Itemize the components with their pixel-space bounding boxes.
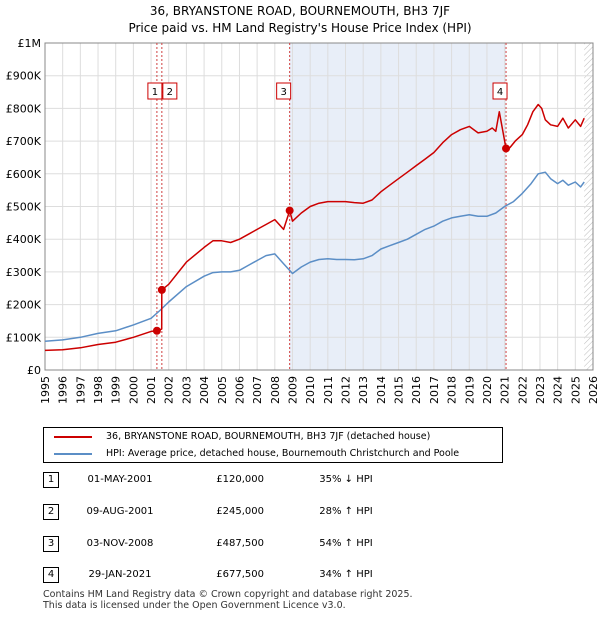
x-tick-label: 2007	[251, 376, 264, 404]
sale-point	[157, 285, 166, 294]
table-row: 2 09-AUG-2001 £245,000 28% ↑ HPI	[0, 502, 600, 522]
hpi-line	[44, 171, 585, 342]
transaction-date: 03-NOV-2008	[86, 538, 154, 549]
transaction-date: 29-JAN-2021	[88, 569, 152, 580]
sale-label-number: 4	[497, 87, 503, 98]
sale-label-number: 2	[167, 87, 173, 98]
x-tick-label: 1997	[74, 376, 87, 404]
x-tick-label: 2002	[163, 376, 176, 404]
x-tick-label: 2015	[393, 376, 406, 404]
property-line	[44, 103, 585, 352]
x-tick-label: 2025	[569, 376, 582, 404]
x-tick-label: 2018	[446, 376, 459, 404]
x-tick-label: 2005	[216, 376, 229, 404]
x-tick-label: 2020	[481, 376, 494, 404]
transaction-price: £677,500	[216, 569, 264, 580]
transaction-number: 4	[43, 567, 59, 583]
table-row: 4 29-JAN-2021 £677,500 34% ↑ HPI	[0, 565, 600, 585]
sale-label-frame	[492, 82, 508, 100]
table-row: 1 01-MAY-2001 £120,000 35% ↓ HPI	[0, 470, 600, 490]
x-tick-label: 2006	[233, 376, 246, 404]
legend-label-hpi: HPI: Average price, detached house, Bour…	[106, 448, 460, 459]
x-tick-label: 2021	[499, 376, 512, 404]
y-tick-label: £200K	[6, 299, 42, 312]
y-tick-label: £400K	[6, 233, 42, 246]
legend: 36, BRYANSTONE ROAD, BOURNEMOUTH, BH3 7J…	[43, 427, 503, 463]
chart-subtitle: Price paid vs. HM Land Registry's House …	[128, 21, 472, 35]
transaction-price: £245,000	[216, 506, 264, 517]
x-tick-label: 2014	[375, 376, 388, 404]
y-tick-label: £800K	[6, 102, 42, 115]
x-tick-label: 2022	[516, 376, 529, 404]
transaction-price: £120,000	[216, 474, 264, 485]
x-tick-label: 2001	[145, 376, 158, 404]
footer-licence: This data is licensed under the Open Gov…	[43, 600, 346, 611]
x-tick-label: 2016	[410, 376, 423, 404]
footer-copyright: Contains HM Land Registry data © Crown c…	[43, 589, 413, 600]
sale-label-box: 3	[276, 82, 292, 100]
sale-label-box: 1	[147, 82, 163, 100]
sale-label-box: 4	[492, 82, 508, 100]
x-tick-label: 2008	[269, 376, 282, 404]
x-tick-label: 2026	[587, 376, 600, 404]
y-tick-label: £700K	[6, 135, 42, 148]
sale-label-frame	[276, 82, 292, 100]
legend-item-property: 36, BRYANSTONE ROAD, BOURNEMOUTH, BH3 7J…	[54, 429, 430, 445]
x-tick-label: 1995	[39, 376, 52, 404]
sale-label-number: 1	[152, 87, 158, 98]
legend-swatch-hpi	[54, 452, 92, 455]
y-tick-label: £0	[27, 364, 41, 377]
x-tick-label: 2009	[286, 376, 299, 404]
transaction-hpi: 28% ↑ HPI	[319, 506, 373, 517]
x-tick-label: 1999	[110, 376, 123, 404]
y-tick-label: £100K	[6, 331, 42, 344]
x-tick-label: 2003	[180, 376, 193, 404]
transaction-hpi: 54% ↑ HPI	[319, 538, 373, 549]
x-tick-label: 2013	[357, 376, 370, 404]
y-tick-label: £1M	[18, 37, 42, 50]
x-tick-label: 2004	[198, 376, 211, 404]
x-tick-label: 2000	[127, 376, 140, 404]
y-tick-label: £900K	[6, 70, 42, 83]
transaction-hpi: 35% ↓ HPI	[319, 474, 373, 485]
x-tick-label: 2024	[552, 376, 565, 404]
chart-title: 36, BRYANSTONE ROAD, BOURNEMOUTH, BH3 7J…	[149, 4, 451, 18]
sale-label-box: 2	[162, 82, 178, 100]
price-chart: £0 £100K £200K £300K £400K £500K £600K £700K £80…	[6, 37, 600, 404]
sale-point	[152, 326, 161, 335]
x-tick-label: 1998	[92, 376, 105, 404]
transaction-number: 1	[43, 472, 59, 488]
legend-item-hpi: HPI: Average price, detached house, Bour…	[54, 446, 459, 462]
x-tick-label: 2017	[428, 376, 441, 404]
transaction-date: 01-MAY-2001	[87, 474, 153, 485]
sale-label-frame	[162, 82, 178, 100]
transaction-date: 09-AUG-2001	[86, 506, 154, 517]
legend-swatch-property	[54, 435, 92, 438]
x-tick-label: 2019	[463, 376, 476, 404]
sale-point	[285, 206, 294, 215]
transaction-number: 2	[43, 504, 59, 520]
transaction-number: 3	[43, 536, 59, 552]
table-row: 3 03-NOV-2008 £487,500 54% ↑ HPI	[0, 534, 600, 554]
x-tick-label: 2012	[340, 376, 353, 404]
transaction-hpi: 34% ↑ HPI	[319, 569, 373, 580]
x-tick-label: 2023	[534, 376, 547, 404]
y-tick-label: £300K	[6, 266, 42, 279]
y-tick-label: £500K	[6, 201, 42, 214]
legend-label-property: 36, BRYANSTONE ROAD, BOURNEMOUTH, BH3 7J…	[106, 431, 431, 442]
x-tick-label: 2011	[322, 376, 335, 404]
footer: Contains HM Land Registry data © Crown c…	[43, 589, 413, 611]
sale-point	[502, 144, 511, 153]
transaction-price: £487,500	[216, 538, 264, 549]
plot-frame	[44, 42, 594, 371]
sale-label-frame	[147, 82, 163, 100]
x-tick-label: 1996	[57, 376, 70, 404]
sale-label-number: 3	[280, 87, 286, 98]
x-tick-label: 2010	[304, 376, 317, 404]
y-tick-label: £600K	[6, 168, 42, 181]
